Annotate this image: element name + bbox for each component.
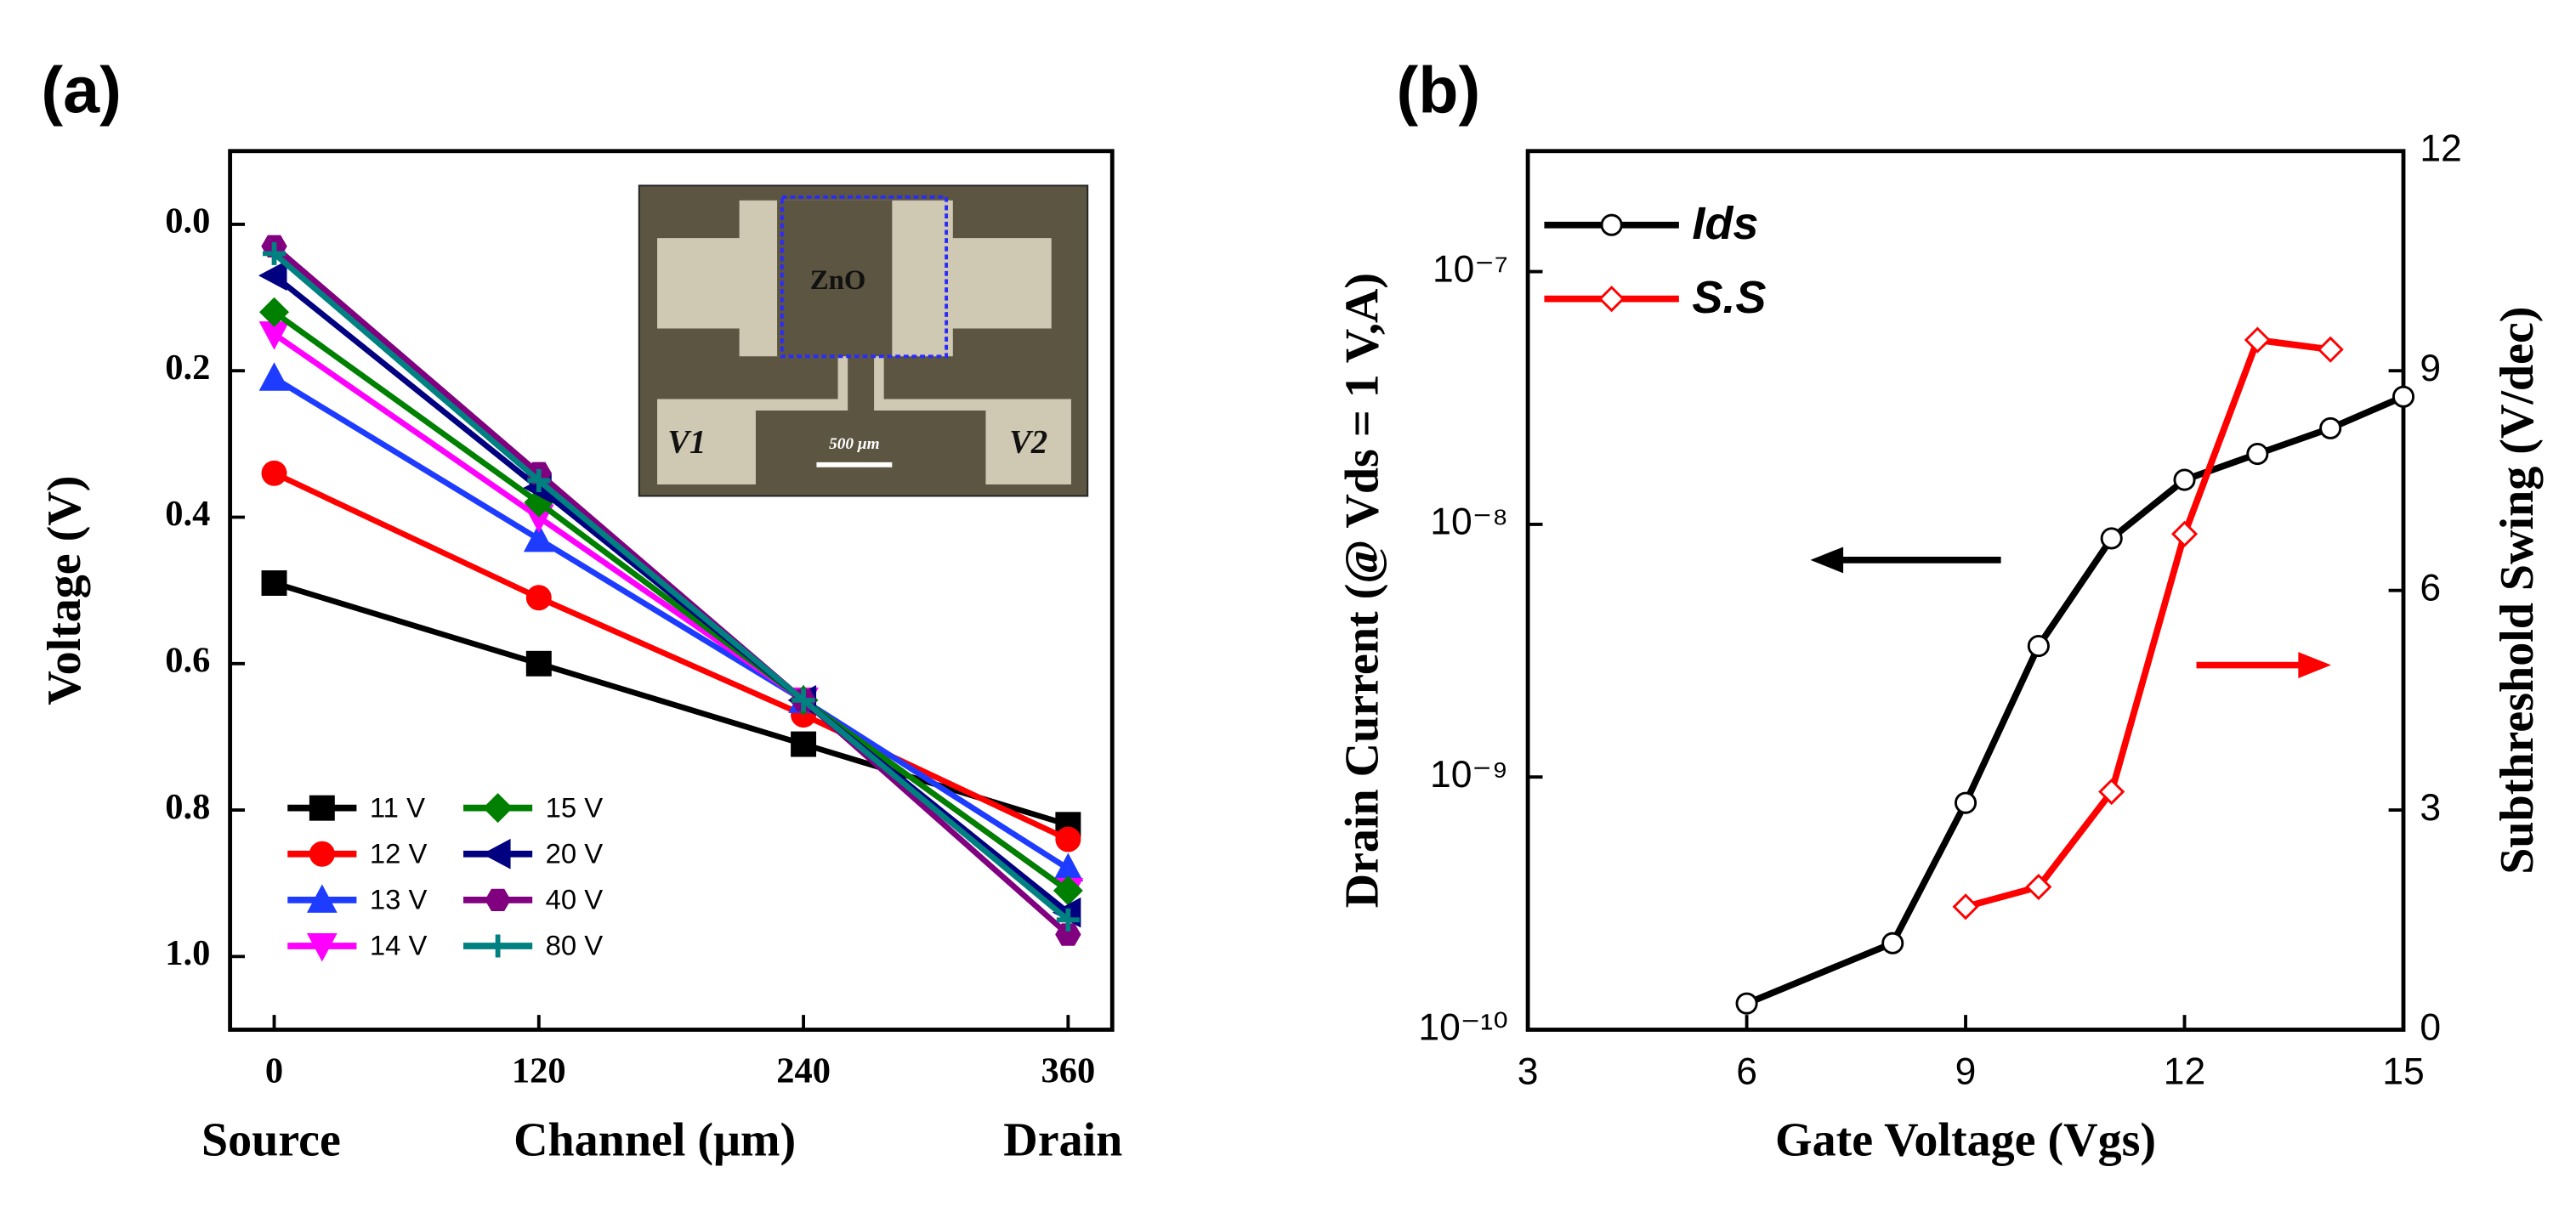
series-line [1965, 336, 2331, 910]
marker [2392, 385, 2415, 408]
y-tick-label: 10⁻⁷ [1433, 248, 1508, 290]
y-tick-label: 10⁻⁸ [1430, 501, 1508, 543]
y-axis-label: Voltage (V) [38, 476, 91, 705]
x-axis-label: Gate Voltage (Vgs) [1775, 1114, 2156, 1167]
y2-tick-label: 12 [2420, 128, 2461, 170]
inset-label: V1 [667, 425, 706, 461]
marker [483, 793, 513, 824]
marker [1598, 286, 1626, 313]
x-tick-label: 0 [265, 1051, 283, 1090]
y2-tick-label: 0 [2420, 1006, 2441, 1048]
legend-label: 13 V [370, 883, 428, 915]
marker [1056, 908, 1080, 932]
marker [258, 260, 287, 292]
legend-label: 40 V [546, 883, 604, 915]
legend-label: S.S [1692, 272, 1766, 323]
inset-label: ZnO [810, 265, 866, 296]
marker [2246, 443, 2269, 466]
marker [791, 731, 817, 757]
y-tick-label: 0.8 [165, 787, 210, 827]
marker [525, 585, 552, 611]
panel-label: (b) [1397, 54, 1481, 127]
y-axis-label: Drain Current (@ Vds = 1 V,A) [1336, 273, 1389, 908]
x-end-label: Source [201, 1114, 341, 1167]
marker [527, 468, 551, 492]
legend-label: Ids [1692, 198, 1758, 249]
marker [262, 241, 287, 265]
marker [258, 362, 290, 391]
marker [1955, 791, 1977, 814]
x-tick-label: 6 [1736, 1051, 1757, 1092]
marker [525, 650, 552, 677]
x-tick-label: 120 [512, 1051, 566, 1090]
inset-label: 500 μm [829, 435, 880, 453]
y-tick-label: 0.0 [165, 201, 210, 241]
y-tick-label: 0.4 [165, 494, 210, 534]
x-tick-label: 360 [1041, 1051, 1095, 1090]
arrows [1810, 547, 2331, 679]
x-tick-label: 12 [2164, 1051, 2205, 1092]
marker [1600, 213, 1623, 236]
inset [638, 184, 1089, 497]
marker [2173, 468, 2196, 491]
marker [1735, 992, 1758, 1015]
marker [309, 841, 335, 867]
x-tick-label: 9 [1955, 1051, 1977, 1092]
marker [792, 688, 815, 712]
marker [1055, 923, 1081, 946]
marker [2317, 336, 2344, 363]
marker [2098, 778, 2125, 806]
marker [309, 795, 335, 821]
series-line [272, 251, 1070, 922]
x-tick-label: 15 [2382, 1051, 2424, 1092]
marker [2319, 416, 2342, 439]
y2-tick-label: 6 [2420, 567, 2441, 609]
y-tick-label: 10⁻⁹ [1430, 754, 1508, 796]
legend-label: 12 V [370, 837, 428, 869]
y-tick-label: 10⁻¹⁰ [1418, 1006, 1508, 1048]
y2-axis-label: Subthreshold Swing (V/dec) [2491, 307, 2544, 875]
legend-label: 15 V [546, 791, 604, 823]
y-tick-label: 0.2 [165, 348, 210, 388]
marker [2027, 635, 2050, 658]
x-end-label: Drain [1003, 1114, 1122, 1167]
marker [261, 460, 287, 486]
y2-tick-label: 9 [2420, 348, 2441, 389]
series-line [272, 309, 1070, 893]
legend-label: 14 V [370, 930, 428, 961]
marker [2170, 520, 2199, 547]
marker [306, 933, 338, 962]
legend-label: 80 V [546, 930, 604, 961]
x-tick-label: 240 [776, 1051, 831, 1090]
marker [306, 884, 338, 913]
marker [1881, 932, 1904, 954]
marker [1952, 893, 1979, 920]
legend-label: 20 V [546, 837, 604, 869]
series-line [273, 470, 1070, 842]
marker [2100, 527, 2123, 550]
y-tick-label: 0.6 [165, 641, 210, 681]
marker [2025, 873, 2052, 901]
panel-label: (a) [41, 54, 121, 127]
inset-label: V2 [1009, 425, 1047, 461]
marker [1055, 826, 1081, 852]
x-tick-label: 3 [1518, 1051, 1539, 1092]
marker [523, 523, 554, 552]
marker [259, 297, 290, 327]
y2-tick-label: 3 [2420, 787, 2441, 829]
legend-label: 11 V [370, 791, 425, 823]
marker [486, 934, 510, 958]
series-line [1745, 394, 2405, 1007]
marker [485, 888, 511, 912]
marker [482, 838, 511, 869]
series-line [272, 375, 1070, 871]
marker [1053, 875, 1083, 906]
plot-frame [228, 149, 1115, 1032]
marker [261, 570, 287, 597]
x-axis-label: Channel (μm) [513, 1114, 796, 1167]
y-tick-label: 1.0 [165, 933, 210, 973]
marker [2244, 326, 2271, 354]
